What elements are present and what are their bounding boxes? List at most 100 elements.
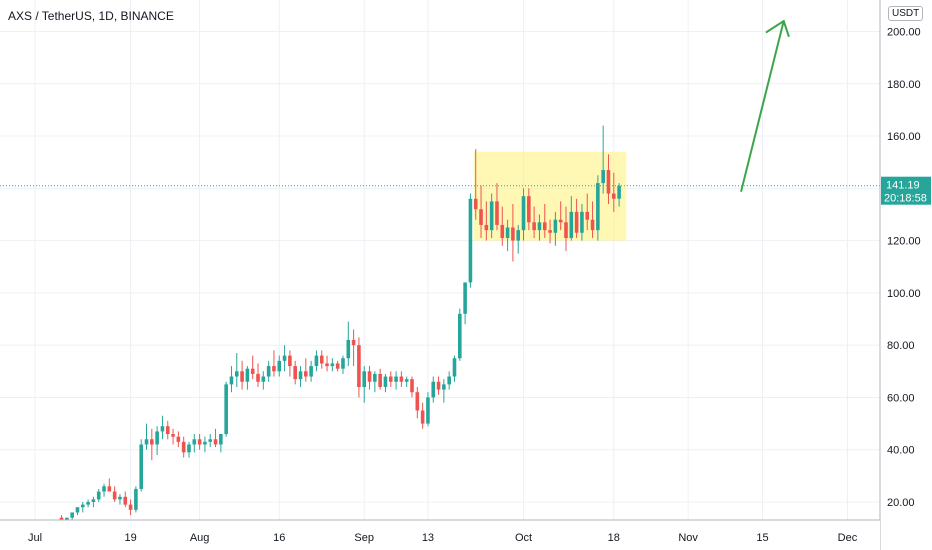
candle xyxy=(80,502,85,513)
candle-body xyxy=(171,434,175,437)
candle-body xyxy=(601,170,605,184)
time-tick-label: Sep xyxy=(354,532,374,544)
candle-body xyxy=(373,373,377,382)
candle-body xyxy=(314,355,319,367)
candle-body xyxy=(234,371,239,377)
candle xyxy=(309,360,313,382)
price-axis[interactable] xyxy=(880,0,932,550)
candle xyxy=(378,368,382,390)
candle xyxy=(266,360,271,382)
candle-body xyxy=(319,355,324,364)
candle xyxy=(229,366,234,393)
candle xyxy=(282,345,287,372)
candle-body xyxy=(532,222,536,231)
candle xyxy=(213,428,218,448)
candle-body xyxy=(208,439,213,442)
candle xyxy=(123,491,128,508)
candle-body xyxy=(553,219,558,233)
candle-body xyxy=(415,392,420,411)
candle xyxy=(611,172,616,212)
candle-body xyxy=(80,504,85,508)
candle-body xyxy=(479,209,483,225)
candle xyxy=(479,185,483,238)
candle xyxy=(240,360,244,390)
candle xyxy=(569,196,574,241)
candle-body xyxy=(505,227,510,238)
candle-body xyxy=(86,502,90,505)
candle-body xyxy=(240,371,244,382)
price-tick-label: 60.00 xyxy=(887,392,915,404)
symbol-title[interactable]: AXS / TetherUS, 1D, BINANCE xyxy=(8,9,174,23)
time-tick-label: 19 xyxy=(124,532,136,544)
price-tick-label: 40.00 xyxy=(887,445,915,457)
candle xyxy=(537,214,542,241)
candle xyxy=(436,376,441,395)
candle-body xyxy=(420,410,425,424)
time-axis[interactable] xyxy=(0,520,880,550)
time-tick-label: Oct xyxy=(515,532,532,544)
candle xyxy=(383,373,388,393)
candle-body xyxy=(325,363,329,367)
current-price-label: 141.19 xyxy=(886,180,920,192)
time-tick-label: 18 xyxy=(608,532,620,544)
candle xyxy=(601,125,605,194)
candle-body xyxy=(473,198,478,210)
time-tick-label: Nov xyxy=(678,532,698,544)
candle xyxy=(197,434,202,450)
candle xyxy=(500,206,505,246)
candle-body xyxy=(102,486,106,492)
candle-body xyxy=(197,439,202,445)
candle xyxy=(298,366,303,387)
candle xyxy=(463,282,467,325)
candle-body xyxy=(516,230,521,241)
candle-body xyxy=(484,224,489,231)
candle xyxy=(277,355,282,377)
candle xyxy=(574,198,579,238)
candle xyxy=(564,206,568,252)
candle-body xyxy=(585,211,590,220)
candle-body xyxy=(426,397,430,424)
candle xyxy=(442,379,446,403)
candle xyxy=(261,371,266,390)
candle xyxy=(224,381,228,437)
candle xyxy=(521,188,526,241)
candle xyxy=(234,353,239,387)
candle-body xyxy=(596,183,600,231)
candle-body xyxy=(458,313,462,359)
candle xyxy=(171,428,175,445)
candle xyxy=(86,499,90,508)
candle-body xyxy=(70,512,74,518)
candle xyxy=(160,415,165,440)
candle-body xyxy=(150,439,154,445)
candle xyxy=(558,201,563,231)
candle xyxy=(335,360,340,372)
price-tick-label: 100.00 xyxy=(887,288,921,300)
candle xyxy=(165,420,170,440)
candle-body xyxy=(144,439,149,445)
candle xyxy=(250,355,255,380)
candle xyxy=(75,507,80,516)
candle xyxy=(176,431,181,448)
currency-unit-button[interactable]: USDT xyxy=(888,6,924,21)
candle xyxy=(330,358,335,372)
candle xyxy=(580,204,584,241)
candle xyxy=(187,441,191,458)
candle-body xyxy=(272,366,276,372)
candle-body xyxy=(447,376,451,385)
candles xyxy=(59,125,621,523)
candle-body xyxy=(431,381,436,398)
candle-body xyxy=(404,379,409,382)
candle xyxy=(399,371,404,387)
candle-body xyxy=(65,517,69,521)
candle-body xyxy=(229,376,234,385)
candle-body xyxy=(378,373,382,387)
candle xyxy=(394,371,398,390)
price-tick-label: 20.00 xyxy=(887,497,915,509)
time-axis-ticks: Jul 19 Aug 16 Sep 13 Oct 18 Nov 15 Dec xyxy=(28,532,858,544)
price-tick-label: 80.00 xyxy=(887,340,915,352)
candle-body xyxy=(96,491,101,500)
candle xyxy=(484,201,489,241)
candle-body xyxy=(611,193,616,199)
candle-body xyxy=(277,360,282,372)
